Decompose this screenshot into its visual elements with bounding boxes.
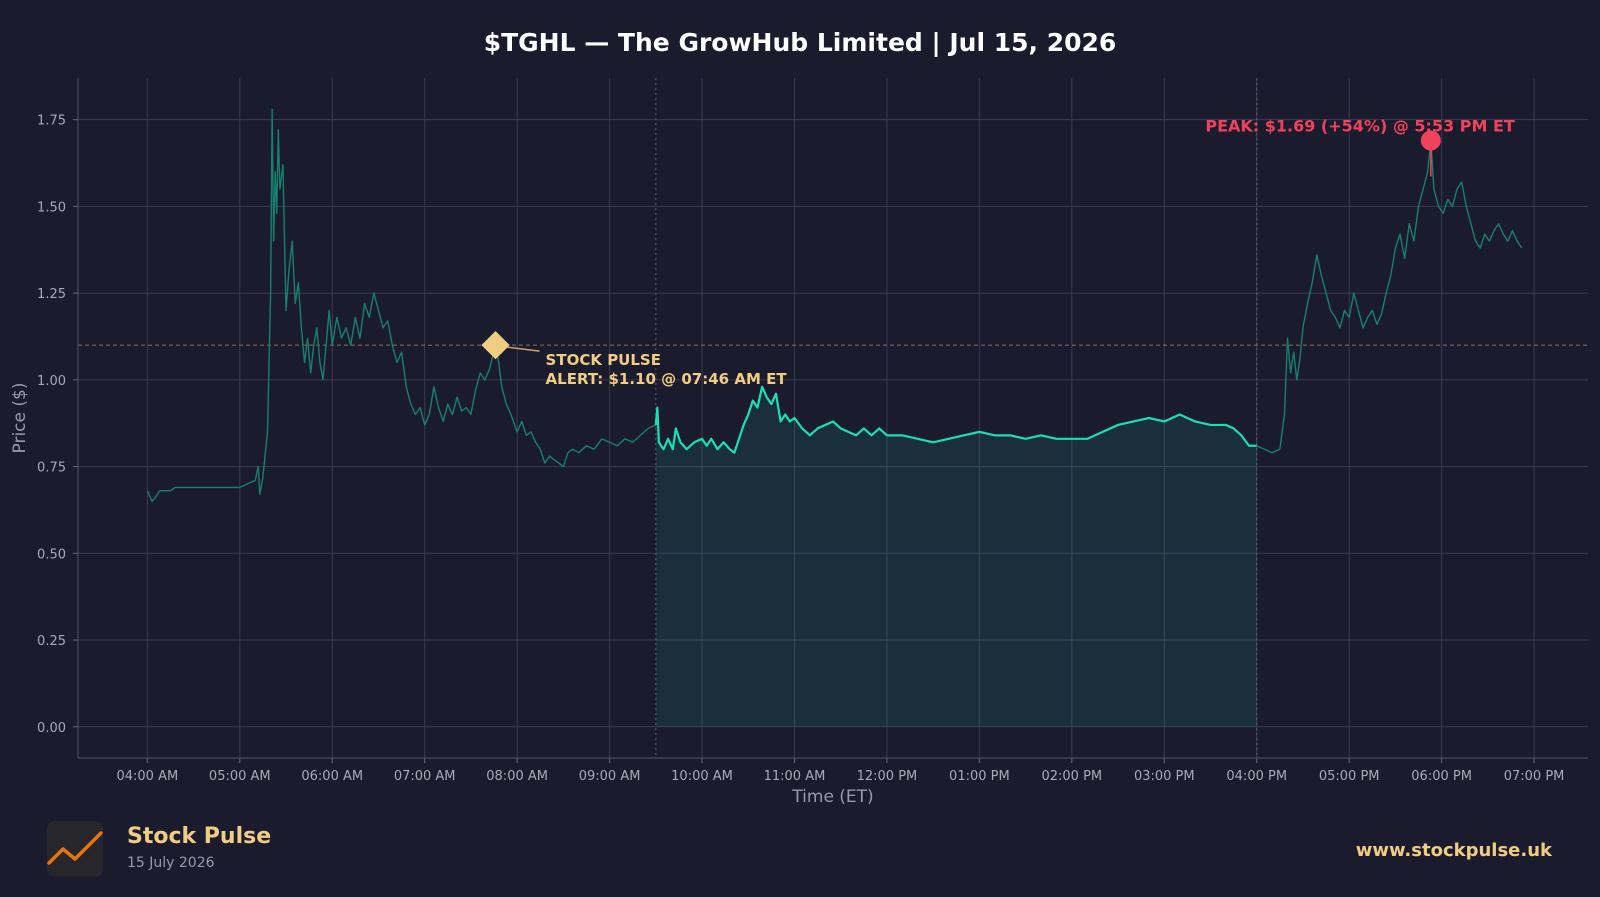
brand-name: Stock Pulse (127, 824, 272, 849)
brand-logo (47, 821, 103, 877)
peak-marker (1420, 130, 1441, 151)
alert-connector (507, 346, 540, 352)
y-tick-label: 0.50 (37, 547, 66, 562)
alert-label-line1: STOCK PULSE (546, 351, 661, 369)
x-tick-label: 04:00 AM (116, 769, 178, 784)
x-tick-label: 04:00 PM (1226, 769, 1287, 784)
x-tick-label: 12:00 PM (857, 769, 918, 784)
x-tick-label: 07:00 AM (394, 769, 456, 784)
series-line-after-hours (1256, 139, 1523, 454)
y-axis-label: Price ($) (10, 383, 30, 454)
chart-title: $TGHL — The GrowHub Limited | Jul 15, 20… (483, 28, 1117, 57)
x-tick-label: 03:00 PM (1134, 769, 1195, 784)
x-tick-label: 05:00 PM (1319, 769, 1380, 784)
x-tick-label: 09:00 AM (579, 769, 641, 784)
peak-label: PEAK: $1.69 (+54%) @ 5:53 PM ET (1205, 116, 1515, 135)
y-tick-label: 1.00 (37, 374, 66, 389)
regular-session-fill (655, 386, 1257, 727)
x-tick-label: 01:00 PM (949, 769, 1010, 784)
x-tick-label: 05:00 AM (209, 769, 271, 784)
series-line-regular (654, 385, 1257, 454)
alert-label-line2: ALERT: $1.10 @ 07:46 AM ET (546, 370, 788, 388)
y-tick-label: 1.25 (37, 287, 66, 302)
y-tick-label: 0.75 (37, 461, 66, 476)
grid-lines (78, 78, 1588, 758)
axes: 04:00 AM 05:00 AM 06:00 AM 07:00 AM 08:00 AM… (10, 78, 1588, 807)
y-tick-label: 0.00 (37, 721, 66, 736)
x-tick-label: 10:00 AM (671, 769, 733, 784)
y-tick-label: 0.25 (37, 634, 66, 649)
x-tick-label: 08:00 AM (486, 769, 548, 784)
x-axis-label: Time (ET) (791, 787, 873, 807)
alert-marker (481, 331, 510, 360)
brand-date: 15 July 2026 (127, 855, 215, 871)
price-series (146, 108, 1523, 727)
y-tick-label: 1.75 (37, 114, 66, 129)
trend-line-icon (47, 831, 103, 865)
series-line-pre-market (146, 108, 657, 502)
x-tick-label: 07:00 PM (1504, 769, 1565, 784)
brand-url[interactable]: www.stockpulse.uk (1355, 840, 1552, 861)
x-tick-label: 06:00 AM (301, 769, 363, 784)
y-tick-label: 1.50 (37, 200, 66, 215)
x-tick-label: 11:00 AM (764, 769, 826, 784)
x-tick-label: 02:00 PM (1041, 769, 1102, 784)
x-tick-label: 06:00 PM (1411, 769, 1472, 784)
